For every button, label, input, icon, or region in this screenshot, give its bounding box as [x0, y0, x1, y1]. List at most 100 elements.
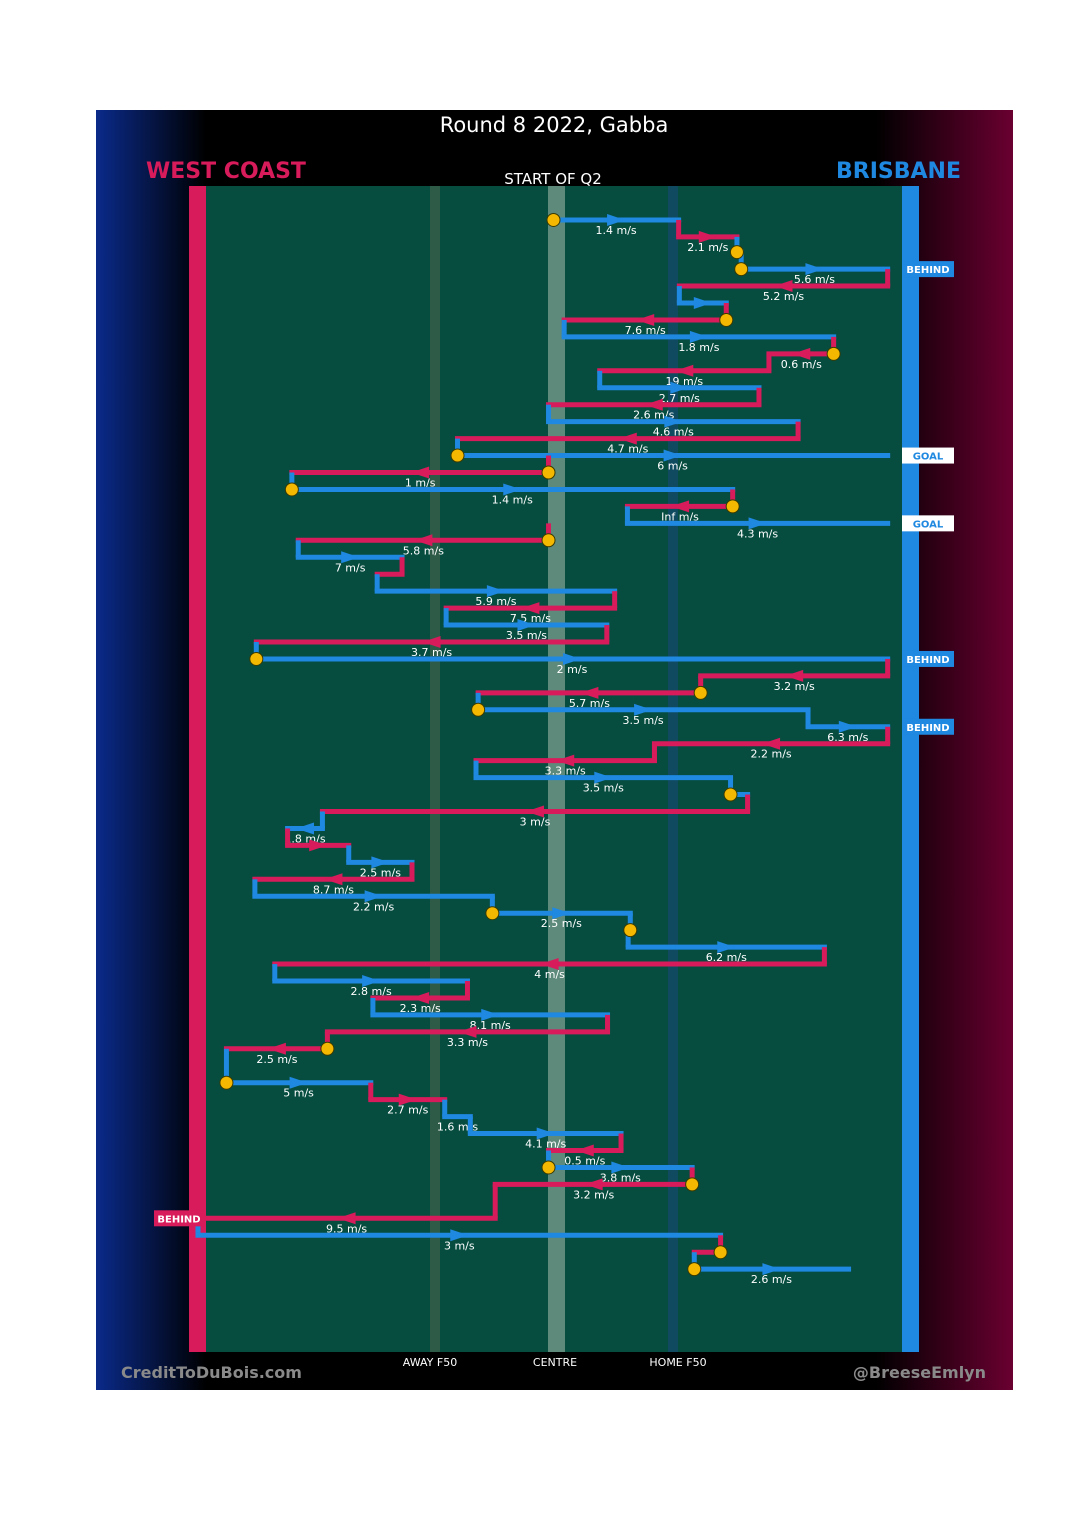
speed-label: 4.1 m/s	[525, 1138, 566, 1151]
credit-right: @BreeseEmlyn	[853, 1363, 986, 1382]
stoppage-marker	[284, 482, 299, 497]
chain-segment: 3.3 m/s	[324, 1014, 611, 1049]
start-label: START OF Q2	[504, 170, 602, 188]
speed-label: 2.8 m/s	[351, 985, 392, 998]
outcome-label: GOAL	[913, 519, 944, 530]
speed-label: 5.7 m/s	[569, 697, 610, 710]
stoppage-marker	[826, 346, 841, 361]
speed-label: 4.6 m/s	[653, 426, 694, 439]
direction-arrow	[762, 1263, 781, 1276]
outcome-badge: BEHIND	[902, 718, 954, 735]
chain-segment: 7.6 m/s	[561, 303, 729, 337]
direction-arrow	[540, 958, 559, 971]
direction-arrow	[450, 1229, 469, 1242]
direction-arrow	[717, 941, 736, 954]
speed-label: 5.8 m/s	[403, 544, 444, 557]
direction-arrow	[517, 619, 536, 632]
chain-segment: 7 m/s	[295, 540, 405, 574]
direction-arrow	[289, 1076, 308, 1089]
stoppage-marker	[725, 499, 740, 514]
direction-arrow	[644, 398, 663, 411]
direction-arrow	[693, 297, 712, 310]
direction-arrow	[675, 364, 694, 377]
direction-arrow	[664, 415, 683, 428]
direction-arrow	[296, 822, 315, 835]
chain-segment: 6.2 m/s	[625, 930, 827, 964]
marker-layer	[219, 212, 841, 1277]
away-team-label: WEST COAST	[146, 159, 306, 184]
stoppage-marker	[687, 1262, 702, 1277]
speed-label: 2.1 m/s	[687, 241, 728, 254]
x-tick-label: CENTRE	[533, 1356, 577, 1369]
home-f50-line	[668, 186, 678, 1352]
chain-segment: 5.9 m/s	[374, 574, 618, 608]
outcome-badge-bg	[154, 1210, 204, 1227]
direction-arrow	[575, 1144, 594, 1157]
direction-arrow	[748, 517, 767, 530]
direction-arrow	[663, 449, 682, 462]
speed-label: 2.2 m/s	[353, 900, 394, 913]
direction-arrow	[556, 754, 575, 767]
speed-label: 2.5 m/s	[256, 1053, 297, 1066]
speed-label: 8.1 m/s	[470, 1019, 511, 1032]
outcome-badge: BEHIND	[154, 1210, 204, 1227]
x-tick-label: AWAY F50	[403, 1356, 457, 1369]
away-f50-line	[430, 186, 440, 1352]
chain-segment: 3.3 m/s	[473, 743, 657, 778]
chain-segment: 2.7 m/s	[597, 370, 762, 405]
chain-segment: 5.8 m/s	[295, 523, 552, 557]
stoppage-marker	[541, 533, 556, 548]
chain-segment	[676, 286, 729, 310]
chain-segment: 2.7 m/s	[368, 1082, 448, 1117]
direction-arrow	[267, 1042, 286, 1055]
speed-label: 5.9 m/s	[475, 595, 516, 608]
chain-segment: 2.5 m/s	[223, 1031, 330, 1066]
direction-arrow	[689, 330, 708, 343]
direction-arrow	[337, 1212, 356, 1225]
speed-label: 0.6 m/s	[781, 358, 822, 371]
direction-arrow	[458, 1025, 477, 1038]
direction-arrow	[584, 1178, 603, 1191]
possession-chain-chart: Round 8 2022, Gabba WEST COAST BRISBANE …	[96, 110, 1013, 1390]
speed-label: 3 m/s	[520, 816, 551, 829]
direction-arrow	[670, 381, 689, 394]
chain-segment: 2.2 m/s	[651, 726, 891, 761]
chain-segment: 2.6 m/s	[546, 387, 762, 422]
away-goal-bar	[189, 186, 206, 1352]
chain-segment: 2.1 m/s	[676, 219, 740, 254]
speed-label: 2.5 m/s	[541, 917, 582, 930]
chain-segment: 4.7 m/s	[455, 421, 801, 456]
stoppage-marker	[546, 212, 561, 227]
chain-segment: 8.1 m/s	[370, 997, 611, 1032]
chain-segment: 3.5 m/s	[443, 608, 610, 642]
direction-arrow	[362, 975, 381, 988]
direction-arrow	[762, 737, 781, 750]
stoppage-marker	[734, 262, 749, 277]
direction-arrow	[562, 652, 581, 665]
direction-arrow	[371, 856, 390, 869]
direction-arrow	[698, 230, 717, 243]
speed-label: 4.7 m/s	[607, 443, 648, 456]
chain-segment: 2.5 m/s	[346, 845, 415, 879]
chain-segment: 3.5 m/s	[475, 692, 811, 727]
chain-segment: 5.2 m/s	[676, 269, 891, 303]
stoppage-marker	[729, 245, 744, 260]
speed-label: 2.7 m/s	[387, 1104, 428, 1117]
chain-segment: 3.2 m/s	[492, 1167, 695, 1201]
direction-arrow	[486, 585, 505, 598]
direction-arrow	[422, 636, 441, 649]
speed-label: 3 m/s	[444, 1239, 475, 1252]
chain-segment: 4.3 m/s	[624, 506, 891, 540]
home-goal-bar	[902, 186, 919, 1352]
stoppage-marker	[693, 685, 708, 700]
speed-label: 3.2 m/s	[774, 680, 815, 693]
stoppage-marker	[471, 702, 486, 717]
x-tick-label: HOME F50	[649, 1356, 706, 1369]
speed-label: 4.3 m/s	[737, 527, 778, 540]
stoppage-marker	[485, 906, 500, 921]
speed-label: 3.2 m/s	[573, 1188, 614, 1201]
chain-segment: 2.5 m/s	[489, 896, 633, 930]
stoppage-marker	[249, 651, 264, 666]
outcome-badge-bg	[902, 515, 954, 532]
speed-label: 6.3 m/s	[827, 731, 868, 744]
